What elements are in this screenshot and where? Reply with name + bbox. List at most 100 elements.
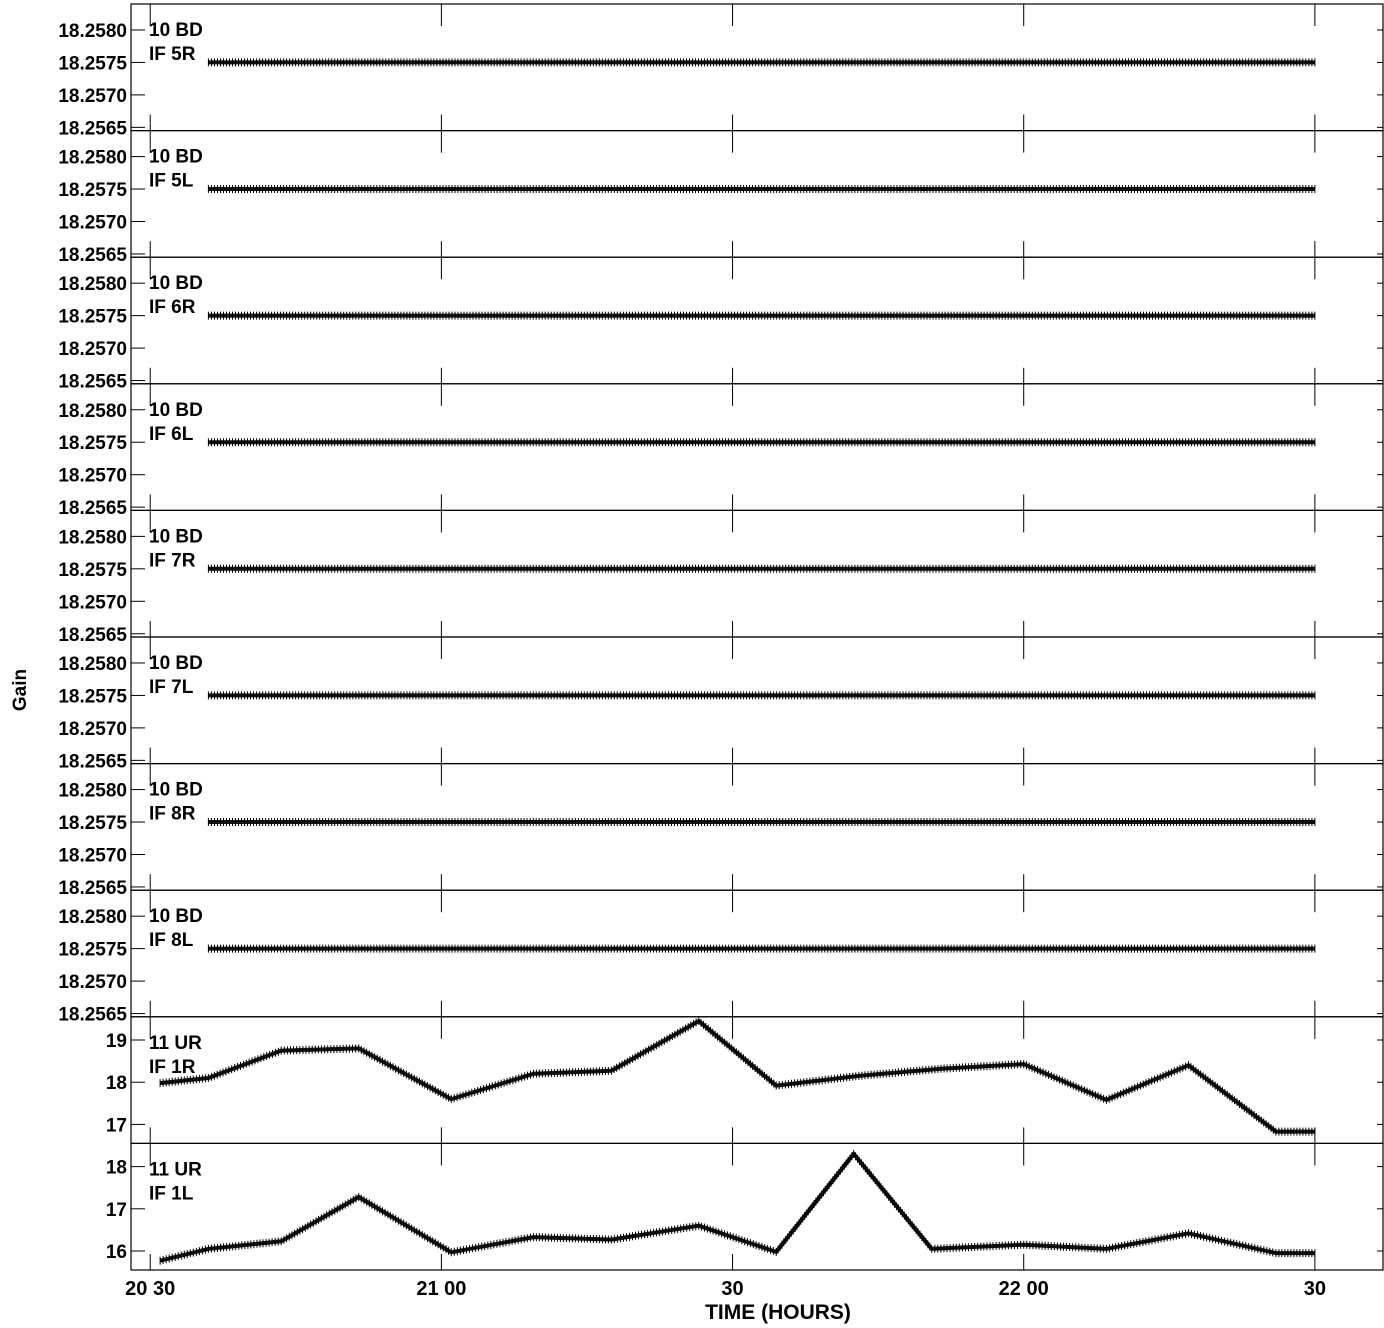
panel-if-label: IF 5L [149,171,194,192]
x-tick-label: 21 00 [416,1278,466,1300]
series-marker-ticks [159,1017,1316,1136]
y-tick-label: 18.2575 [58,53,127,74]
panel-if-label: IF 5R [149,44,196,65]
y-tick-label: 18.2565 [58,245,127,266]
series-markers [207,438,1316,447]
y-tick-label: 18.2580 [58,148,127,169]
panel-if-label: IF 6L [149,424,194,445]
y-tick-label: 18.2570 [58,212,127,233]
panel-frame [130,383,1384,511]
panel: 16 17 18 11 UR IF 1L [106,1142,1384,1271]
y-tick-label: 18.2575 [58,307,127,328]
x-axis-title: TIME (HOURS) [705,1301,851,1324]
series-line [159,1151,1315,1263]
panel: 18.2565 18.2570 18.2575 18.2580 10 BD IF 6R [58,256,1384,393]
y-tick-label: 18.2575 [58,180,127,201]
panel: 18.2565 18.2570 18.2575 18.2580 10 BD IF 6L [58,383,1384,519]
panel: 18.2565 18.2570 18.2575 18.2580 10 BD IF 5L [58,130,1384,266]
panel-antenna-label: 10 BD [149,780,203,801]
panel-if-label: IF 8L [149,930,194,951]
panel: 18.2565 18.2570 18.2575 18.2580 10 BD IF 5R [58,3,1384,139]
y-tick-label: 19 [106,1031,127,1052]
series-markers [207,185,1316,193]
series-markers [207,311,1316,320]
y-tick-label: 18.2580 [58,527,127,548]
y-tick-label: 16 [106,1242,127,1263]
panel-if-label: IF 8R [149,804,196,825]
y-tick-label: 18.2570 [58,719,127,740]
panel: 18.2565 18.2570 18.2575 18.2580 10 BD IF 8L [58,889,1384,1026]
y-tick-label: 18.2565 [58,118,127,139]
y-tick-label: 18.2565 [58,498,127,519]
y-tick-label: 18 [106,1158,127,1179]
y-tick-label: 18.2570 [58,86,127,107]
y-tick-label: 17 [106,1115,127,1136]
panel: 18.2565 18.2570 18.2575 18.2580 10 BD IF 8R [58,762,1384,899]
y-tick-label: 18.2575 [58,686,127,707]
y-tick-label: 18.2580 [58,401,127,422]
y-tick-label: 18.2580 [58,21,127,42]
x-tick-label: 30 [1304,1278,1326,1300]
panel-if-label: IF 7R [149,550,196,571]
series-marker-ticks [207,58,1316,67]
y-tick-label: 18.2575 [58,813,127,834]
series-markers [207,58,1316,67]
y-tick-label: 18.2575 [58,433,127,454]
y-tick-label: 18.2575 [58,940,127,961]
series-marker-ticks [207,691,1316,700]
y-tick-label: 18.2565 [58,372,127,393]
series-line [159,1019,1315,1134]
series-markers [207,818,1316,826]
series-marker-ticks [207,438,1316,447]
panel-antenna-label: 10 BD [149,20,203,41]
series-marker-ticks [207,311,1316,320]
panel-frame [130,1142,1384,1271]
panel-if-label: IF 1L [149,1183,194,1204]
y-axis-title: Gain [10,669,31,711]
panel-antenna-label: 10 BD [149,273,203,294]
y-tick-label: 18.2570 [58,466,127,487]
series-markers [159,1149,1316,1265]
panel-frame [130,762,1384,891]
panel-if-label: IF 6R [149,297,196,318]
panel: 17 18 19 11 UR IF 1R [106,1016,1384,1144]
y-tick-label: 18.2580 [58,274,127,295]
panel-antenna-label: 10 BD [149,653,203,674]
series-marker-ticks [159,1149,1316,1265]
x-tick-label: 22 00 [999,1278,1049,1300]
y-tick-label: 18.2565 [58,878,127,899]
y-tick-label: 18.2570 [58,592,127,613]
series-markers [207,564,1316,573]
series-marker-ticks [207,818,1316,826]
series-marker-ticks [207,944,1316,953]
series-markers [159,1017,1316,1136]
panel-antenna-label: 11 UR [149,1159,202,1180]
panel-frame [130,256,1384,385]
panel: 18.2565 18.2570 18.2575 18.2580 10 BD IF 7R [58,509,1384,646]
y-tick-label: 18.2575 [58,560,127,581]
panel-frame [130,3,1384,132]
panel-antenna-label: 11 UR [149,1033,202,1054]
y-tick-label: 18 [106,1073,127,1094]
y-tick-label: 18.2580 [58,907,127,928]
panel-frame [130,1016,1384,1144]
panel-antenna-label: 10 BD [149,400,203,421]
series-marker-ticks [207,564,1316,573]
panel-antenna-label: 10 BD [149,526,203,547]
y-tick-label: 18.2565 [58,625,127,646]
series-markers [207,944,1316,953]
y-tick-label: 18.2570 [58,845,127,866]
y-tick-label: 18.2565 [58,1005,127,1026]
panel: 18.2565 18.2570 18.2575 18.2580 10 BD IF 7L [58,636,1384,772]
panel-frame [130,889,1384,1018]
x-tick-label: 30 [721,1278,743,1300]
panel-frame [130,636,1384,765]
series-markers [207,691,1316,700]
y-tick-label: 18.2580 [58,781,127,802]
panel-antenna-label: 10 BD [149,147,203,168]
x-tick-label: 20 30 [125,1278,175,1300]
y-tick-label: 18.2570 [58,972,127,993]
panel-antenna-label: 10 BD [149,906,203,927]
series-marker-ticks [207,185,1316,193]
